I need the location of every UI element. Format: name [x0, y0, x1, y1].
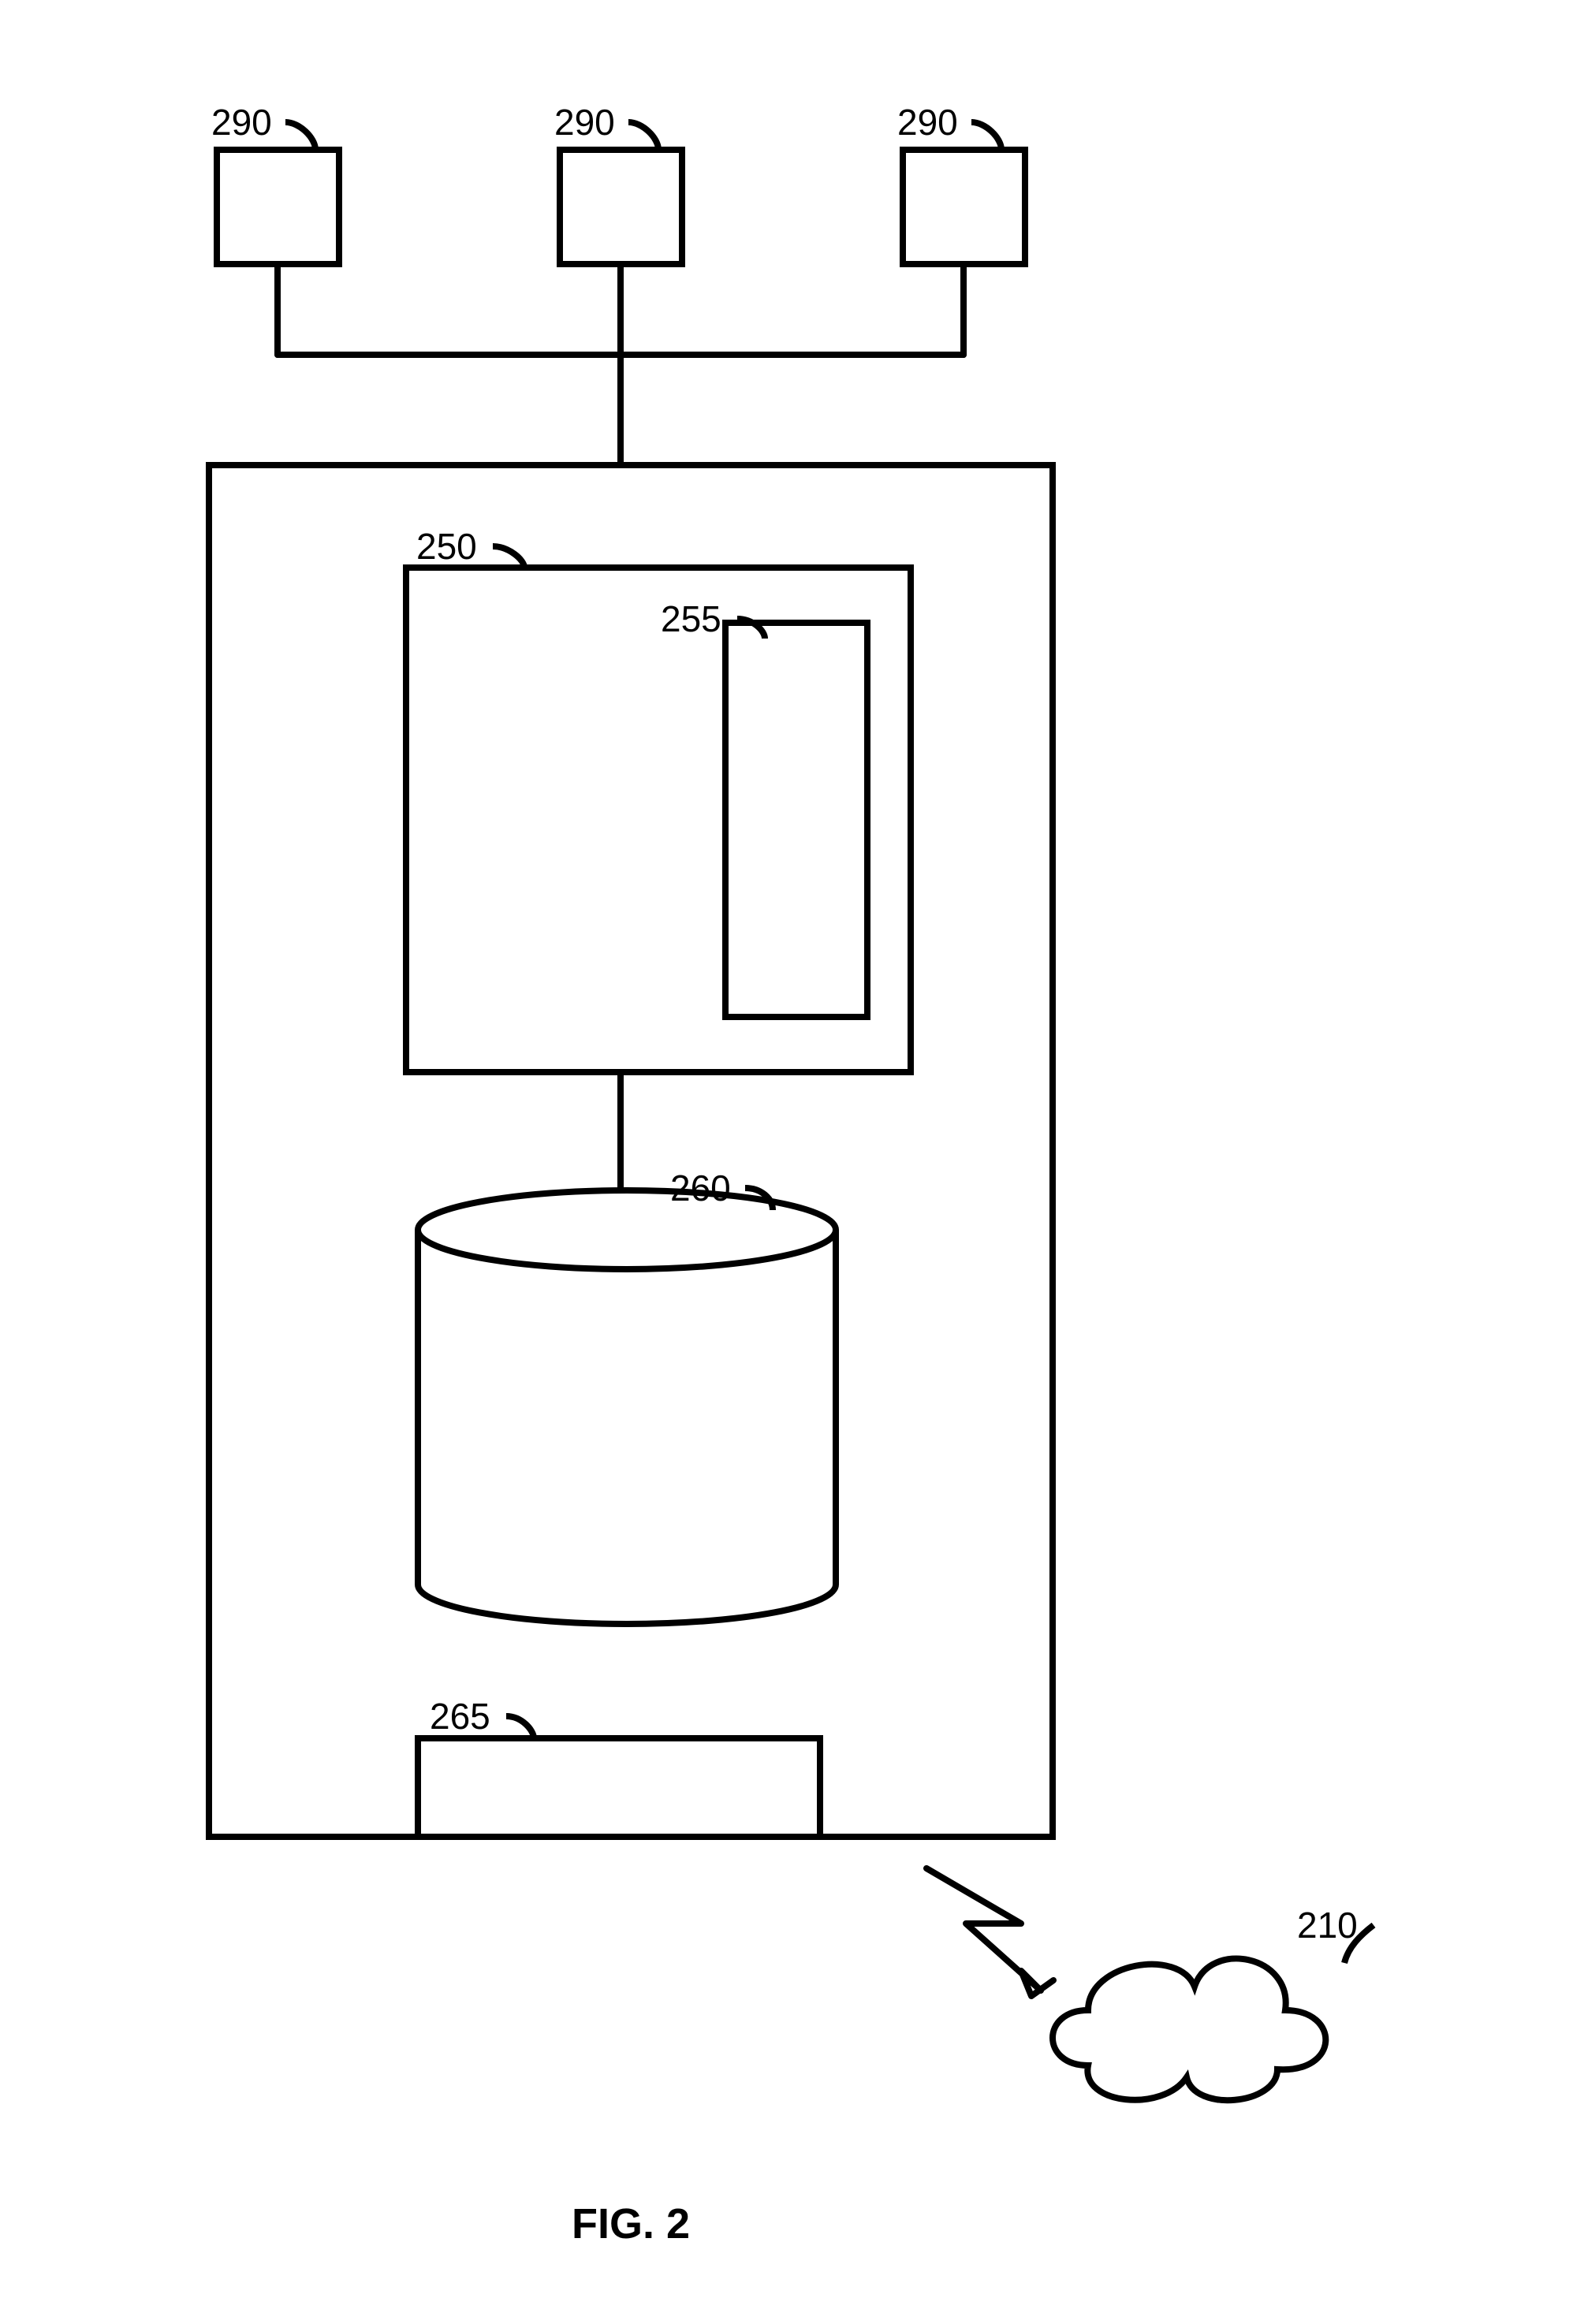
- label-290-1: 290: [211, 101, 272, 143]
- figure-caption: FIG. 2: [572, 2199, 690, 2248]
- label-265: 265: [430, 1695, 490, 1737]
- diagram-svg: [0, 0, 1588, 2324]
- label-290-3: 290: [897, 101, 958, 143]
- label-260: 260: [670, 1167, 731, 1209]
- label-290-2: 290: [554, 101, 615, 143]
- label-210: 210: [1297, 1904, 1358, 1946]
- label-255: 255: [661, 598, 721, 640]
- label-250: 250: [416, 525, 477, 568]
